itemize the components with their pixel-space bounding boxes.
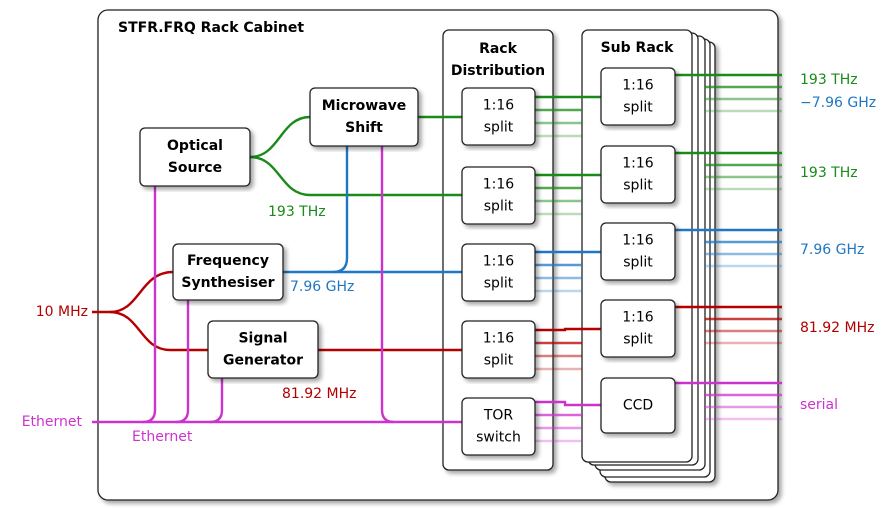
wire (249, 115, 311, 159)
wire (109, 270, 174, 314)
signal-label: 81.92 MHz (282, 386, 356, 402)
wire (249, 155, 462, 197)
signal-label: 193 THz (268, 204, 326, 220)
arrowhead (782, 338, 792, 348)
node-label: 1:16 (483, 254, 515, 270)
signal-label: 7.96 GHz (290, 279, 354, 295)
arrowhead (782, 237, 792, 247)
node-label: Generator (223, 353, 303, 369)
node-box (309, 87, 419, 147)
signal-label: serial (800, 397, 838, 413)
node-label: 1:16 (483, 177, 515, 193)
node-label: split (623, 100, 653, 116)
node-label: TOR (483, 408, 514, 424)
arrowhead (782, 82, 792, 92)
column-title: Distribution (451, 63, 545, 79)
node-box (600, 145, 676, 204)
node-box (461, 243, 536, 302)
arrowhead (782, 172, 792, 182)
node-box (139, 127, 251, 187)
node-box (600, 67, 676, 126)
wire (535, 327, 601, 332)
signal-label: Ethernet (132, 429, 193, 445)
arrowhead (782, 261, 792, 271)
arrowhead (782, 390, 792, 400)
wire (209, 378, 224, 424)
arrowhead (782, 184, 792, 194)
node-label: Shift (345, 120, 383, 136)
node-label: split (484, 353, 514, 369)
wires (92, 70, 792, 443)
arrowhead (782, 148, 792, 158)
arrowhead (782, 106, 792, 116)
node-label: 1:16 (622, 233, 654, 249)
node-label: Optical (167, 138, 223, 154)
node-label: Synthesiser (181, 275, 274, 291)
node-label: 1:16 (483, 98, 515, 114)
signal-label: −7.96 GHz (800, 95, 876, 111)
signal-label: 193 THz (800, 165, 858, 181)
boxes: Optical Source Microwave Shift Frequency Synt… (139, 67, 676, 456)
node-box (600, 299, 676, 358)
arrowhead (782, 249, 792, 259)
arrowhead (782, 70, 792, 80)
arrowhead (782, 378, 792, 388)
arrowhead (782, 326, 792, 336)
arrowhead (782, 414, 792, 424)
node-label: Microwave (322, 98, 407, 114)
node-box (600, 377, 676, 434)
node-label: switch (476, 430, 521, 446)
node-box (461, 320, 536, 379)
node-label: CCD (623, 398, 653, 414)
labels: Rack Distribution Sub Rack 10 MHz Ethernet 19… (22, 40, 876, 445)
arrowhead (782, 402, 792, 412)
column-title: Sub Rack (601, 40, 674, 56)
node-label: 1:16 (622, 310, 654, 326)
wire (332, 146, 349, 274)
node-label: split (484, 199, 514, 215)
node-box (600, 222, 676, 281)
node-label: 1:16 (622, 78, 654, 94)
node-box (172, 243, 284, 301)
wire (142, 186, 157, 424)
signal-label: 7.96 GHz (800, 242, 864, 258)
node-label: split (623, 255, 653, 271)
wire (535, 400, 601, 407)
node-label: split (623, 332, 653, 348)
arrowhead (782, 94, 792, 104)
signal-label: 81.92 MHz (800, 320, 874, 336)
column-title: Rack (479, 41, 518, 57)
node-label: split (484, 276, 514, 292)
signal-label: 193 THz (800, 72, 858, 88)
arrowhead (782, 302, 792, 312)
node-label: split (623, 178, 653, 194)
node-box (207, 320, 319, 379)
node-box (461, 397, 536, 456)
wire (109, 310, 462, 352)
signal-label: Ethernet (22, 414, 83, 430)
node-box (461, 87, 536, 146)
node-label: Signal (238, 331, 287, 347)
arrowhead (782, 160, 792, 170)
signal-label: 10 MHz (36, 304, 88, 320)
node-label: split (484, 120, 514, 136)
arrowhead (782, 225, 792, 235)
arrowhead (782, 314, 792, 324)
wire (380, 146, 395, 424)
node-label: Source (168, 160, 222, 176)
node-label: Frequency (187, 253, 269, 269)
wire (175, 300, 190, 424)
node-box (461, 166, 536, 225)
cabinet-title: STFR.FRQ Rack Cabinet (118, 20, 304, 36)
node-label: 1:16 (483, 331, 515, 347)
node-label: 1:16 (622, 156, 654, 172)
